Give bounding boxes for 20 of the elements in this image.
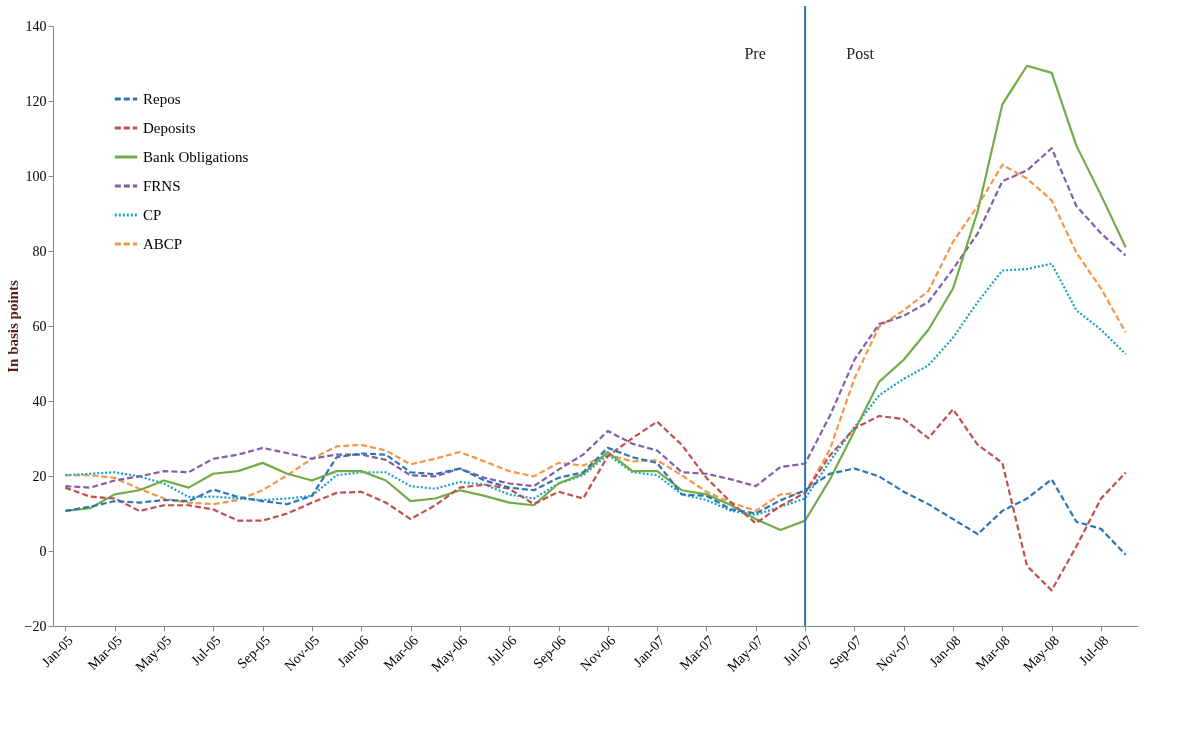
line-series [64,262,1127,517]
y-tick-label: 80 [32,243,47,259]
legend-label: Deposits [143,120,196,136]
y-tick-label: −20 [24,618,47,634]
y-tick-label: 140 [25,18,47,34]
y-tick-label: 40 [32,393,47,409]
legend-label: FRNS [143,178,181,194]
annotation: Pre [744,45,766,62]
y-tick-label: 20 [32,468,47,484]
legend-label: Repos [143,91,181,107]
legend-label: ABCP [143,236,183,252]
y-tick-label: 120 [25,93,47,109]
y-tick-label: 0 [39,543,47,559]
legend-label: CP [143,207,162,223]
y-tick-label: 60 [32,318,47,334]
annotation: Post [846,45,875,62]
y-tick-label: 100 [25,168,47,184]
line-series [64,408,1127,592]
y-axis-title: In basis points [4,280,21,373]
legend-label: Bank Obligations [143,149,249,165]
